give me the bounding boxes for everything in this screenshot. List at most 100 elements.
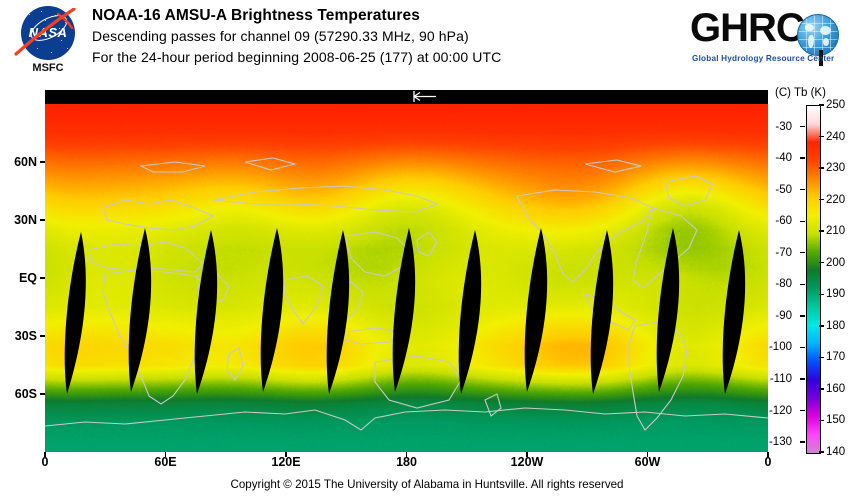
colorbar-label-kelvin: 250	[826, 99, 846, 111]
colorbar-label-kelvin: 170	[826, 351, 846, 364]
lat-tick	[40, 277, 45, 279]
nasa-star	[65, 22, 67, 24]
colorbar-tick-kelvin	[819, 230, 824, 232]
colorbar-tick-kelvin	[819, 325, 824, 327]
coastline-overlay	[45, 157, 768, 431]
lon-tick	[285, 452, 287, 457]
lon-tick	[164, 452, 167, 457]
colorbar-tick-celsius	[800, 315, 805, 317]
nasa-star	[67, 48, 69, 50]
colorbar-label-celsius: -100	[768, 341, 792, 354]
colorbar-gradient	[807, 106, 820, 453]
colorbar-label-celsius: -40	[775, 152, 792, 165]
lon-tick	[767, 452, 769, 457]
colorbar-label-celsius: -30	[775, 120, 792, 133]
nasa-star	[55, 15, 57, 17]
colorbar-tick-kelvin	[819, 198, 824, 201]
swath-gap-overlay	[64, 228, 746, 394]
colorbar-label-celsius: -80	[775, 278, 792, 291]
title-block: NOAA-16 AMSU-A Brightness Temperatures D…	[92, 6, 692, 68]
colorbar-tick-celsius	[800, 252, 805, 254]
map-image[interactable]	[45, 104, 768, 452]
lat-axis-label: 30S	[14, 329, 37, 343]
colorbar-tick-kelvin	[819, 104, 824, 106]
ghrc-globe-icon	[797, 14, 839, 56]
subtitle-channel: Descending passes for channel 09 (57290.…	[92, 28, 469, 44]
ghrc-tagline: Global Hydrology Resource Center	[692, 54, 835, 63]
lat-axis-label: 60S	[14, 387, 37, 401]
lat-axis-label: EQ	[18, 271, 37, 285]
colorbar-label-celsius: -130	[768, 436, 792, 449]
lon-axis-label: 120W	[510, 455, 544, 469]
colorbar-tick-kelvin	[819, 167, 824, 169]
lon-tick	[526, 452, 528, 457]
colorbar-tick-celsius	[800, 378, 805, 380]
colorbar-label-kelvin: 140	[826, 446, 846, 458]
nasa-star	[33, 28, 35, 30]
colorbar-label-celsius: -90	[775, 309, 792, 322]
nasa-star	[37, 48, 39, 50]
nasa-center-label: MSFC	[32, 62, 64, 74]
colorbar-tick-kelvin	[819, 293, 824, 295]
colorbar-tick-celsius	[800, 220, 805, 222]
colorbar-label-kelvin: 210	[826, 225, 846, 238]
colorbar-tick-celsius	[800, 346, 805, 349]
lat-tick	[40, 219, 45, 221]
colorbar-label-kelvin: 240	[826, 130, 846, 143]
colorbar-tick-celsius	[800, 125, 805, 128]
lon-axis-label: 120E	[271, 455, 301, 469]
colorbar-tick-kelvin	[819, 135, 824, 138]
nasa-logo: NASA MSFC	[8, 4, 86, 80]
descending-node-marker-icon	[413, 91, 436, 102]
colorbar-tick-celsius	[800, 157, 805, 159]
nasa-star	[59, 28, 61, 30]
colorbar-label-kelvin: 200	[826, 256, 846, 269]
colorbar-label-celsius: -70	[775, 246, 792, 259]
colorbar-label-celsius: -110	[769, 372, 792, 385]
colorbar-label-celsius: -120	[768, 404, 792, 417]
nasa-star	[29, 14, 31, 16]
colorbar-label-kelvin: 190	[826, 288, 846, 301]
lon-axis-label: 60W	[634, 455, 661, 469]
nasa-red-swoosh-icon	[14, 8, 76, 56]
colorbar-label-kelvin: 180	[826, 319, 846, 332]
nasa-star	[41, 11, 43, 13]
lon-tick	[44, 452, 46, 457]
lat-tick	[40, 335, 45, 337]
colorbar-label-kelvin: 230	[826, 162, 846, 175]
map-frame	[45, 90, 768, 452]
ghrc-globe-stand	[819, 50, 823, 66]
lat-axis-label: 60N	[14, 155, 37, 169]
colorbar-tick-kelvin	[819, 356, 824, 359]
lon-axis-label: 180	[396, 455, 417, 469]
colorbar-label-celsius: -60	[775, 215, 792, 228]
colorbar-tick-celsius	[800, 188, 805, 191]
colorbar-tick-kelvin	[819, 419, 824, 422]
page-title: NOAA-16 AMSU-A Brightness Temperatures	[92, 7, 420, 24]
nasa-star	[61, 40, 63, 42]
colorbar-label-celsius: -50	[775, 183, 792, 196]
colorbar-tick-celsius	[800, 409, 805, 412]
ghrc-wordmark: GHRC	[690, 6, 805, 50]
copyright-notice: Copyright © 2015 The University of Alaba…	[230, 478, 624, 491]
colorbar-label-kelvin: 150	[826, 414, 846, 427]
colorbar-tick-celsius	[800, 283, 805, 286]
colorbar-tick-kelvin	[819, 451, 824, 453]
colorbar-tick-kelvin	[819, 262, 824, 264]
nasa-star	[45, 20, 47, 22]
colorbar-label-kelvin: 220	[826, 193, 846, 206]
nasa-star	[51, 52, 53, 54]
colorbar-label-kelvin: 160	[826, 382, 846, 395]
lon-axis-label: 0	[764, 455, 772, 469]
lon-axis-label: 60E	[154, 455, 177, 469]
colorbar-header: (C) Tb (K)	[775, 87, 826, 99]
colorbar-tick-kelvin	[819, 388, 824, 390]
lon-tick	[646, 452, 649, 457]
ghrc-logo: GHRC Global Hydrology Resource Center	[690, 6, 840, 72]
lon-tick	[405, 452, 408, 457]
lat-tick	[40, 393, 45, 395]
colorbar[interactable]	[806, 105, 821, 454]
lat-axis-label: 30N	[14, 213, 37, 227]
colorbar-tick-celsius	[800, 441, 805, 443]
lat-tick	[40, 161, 45, 163]
